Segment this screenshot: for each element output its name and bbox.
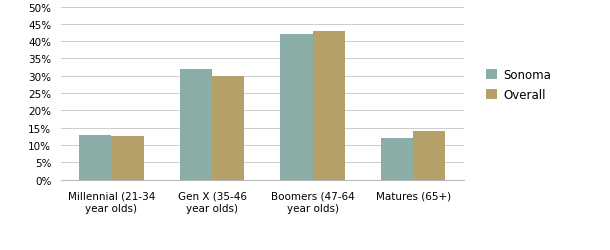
- Bar: [180, 70, 212, 180]
- Bar: [381, 138, 413, 180]
- Bar: [112, 137, 143, 180]
- Bar: [281, 35, 312, 180]
- Legend: Sonoma, Overall: Sonoma, Overall: [486, 69, 551, 102]
- Bar: [79, 135, 112, 180]
- Bar: [312, 32, 345, 180]
- Bar: [212, 76, 244, 180]
- Bar: [413, 132, 445, 180]
